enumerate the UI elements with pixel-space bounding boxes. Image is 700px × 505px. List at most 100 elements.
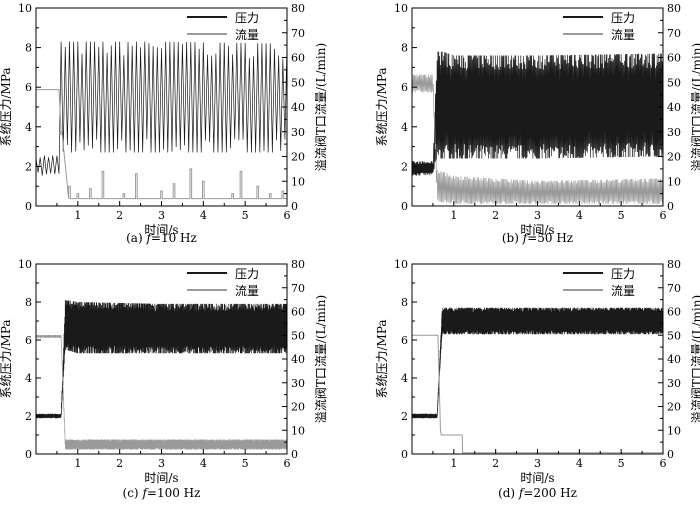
panel-caption: (c) f=100 Hz: [123, 486, 201, 500]
y-right-tick-label: 40: [291, 353, 305, 366]
legend-label-pressure: 压力: [235, 11, 259, 25]
y-right-tick-label: 20: [667, 151, 681, 164]
y-left-tick-label: 4: [401, 372, 408, 385]
y-left-tick-label: 6: [25, 334, 32, 347]
y-right-tick-label: 20: [291, 401, 305, 414]
y-left-tick-label: 8: [25, 42, 32, 55]
series-line-flow: [36, 89, 287, 200]
y-right-tick-label: 60: [667, 52, 681, 65]
y-right-tick-label: 70: [291, 282, 305, 295]
y-left-tick-label: 6: [25, 81, 32, 94]
y-right-tick-label: 40: [291, 101, 305, 114]
series-line-flow: [412, 334, 663, 454]
caption-value: =200 Hz: [523, 486, 577, 500]
series-line-pressure: [36, 41, 287, 176]
y-right-axis-label: 溢流阀T口流量/(L/min): [314, 295, 328, 423]
x-tick-label: 5: [242, 457, 249, 470]
y-right-axis-label: 溢流阀T口流量/(L/min): [690, 295, 700, 423]
x-tick-label: 4: [576, 457, 583, 470]
y-left-tick-label: 2: [25, 160, 32, 173]
y-left-tick-label: 8: [25, 296, 32, 309]
y-left-axis-label: 系统压力/MPa: [0, 319, 13, 398]
y-right-tick-label: 40: [667, 101, 681, 114]
y-left-tick-label: 6: [401, 81, 408, 94]
caption-value: =10 Hz: [151, 231, 197, 245]
y-right-tick-label: 20: [667, 401, 681, 414]
y-right-tick-label: 30: [667, 126, 681, 139]
y-right-tick-label: 20: [291, 151, 305, 164]
x-tick-label: 3: [534, 209, 541, 222]
x-tick-label: 6: [284, 457, 291, 470]
caption-value: =100 Hz: [147, 486, 201, 500]
y-right-tick-label: 70: [667, 27, 681, 40]
chart-panel-d: 1 2 3 4 5 6024681001020304050607080时间/s系统压力/M…: [375, 258, 700, 500]
y-left-tick-label: 4: [401, 121, 408, 134]
y-right-tick-label: 60: [291, 306, 305, 319]
y-right-tick-label: 30: [667, 377, 681, 390]
x-tick-label: 2: [492, 457, 499, 470]
series-line-pressure: [412, 51, 663, 176]
x-tick-label: 6: [660, 457, 667, 470]
y-right-tick-label: 10: [667, 424, 681, 437]
y-right-axis-label: 溢流阀T口流量/(L/min): [690, 43, 700, 171]
y-right-tick-label: 60: [667, 306, 681, 319]
x-tick-label: 5: [618, 457, 625, 470]
y-right-tick-label: 0: [667, 200, 674, 213]
y-left-axis-label: 系统压力/MPa: [0, 67, 13, 146]
caption-prefix: (d): [498, 486, 519, 500]
panel-caption: (d) f=200 Hz: [498, 486, 577, 500]
caption-f: f: [141, 486, 149, 500]
caption-prefix: (b): [502, 231, 523, 245]
x-tick-label: 1: [74, 209, 81, 222]
series-line-pressure: [36, 300, 287, 419]
y-right-tick-label: 0: [667, 448, 674, 461]
y-right-tick-label: 10: [291, 424, 305, 437]
x-tick-label: 4: [200, 457, 207, 470]
y-left-tick-label: 4: [25, 372, 32, 385]
y-right-tick-label: 80: [667, 258, 681, 271]
caption-prefix: (c): [123, 486, 143, 500]
x-tick-label: 4: [576, 209, 583, 222]
y-left-tick-label: 10: [394, 2, 408, 15]
y-right-tick-label: 80: [291, 258, 305, 271]
y-right-tick-label: 0: [291, 200, 298, 213]
legend-label-flow: 流量: [611, 284, 635, 298]
x-tick-label: 3: [158, 209, 165, 222]
y-right-axis-label: 溢流阀T口流量/(L/min): [314, 43, 328, 171]
legend-label-flow: 流量: [235, 28, 259, 42]
series-line-pressure: [412, 307, 663, 419]
y-left-tick-label: 2: [401, 410, 408, 423]
y-right-tick-label: 30: [291, 126, 305, 139]
y-left-axis-label: 系统压力/MPa: [375, 67, 389, 146]
legend-label-pressure: 压力: [611, 11, 635, 25]
chart-panel-a: 1 2 3 4 5 6024681001020304050607080时间/s系统压力/M…: [0, 2, 328, 245]
y-right-tick-label: 10: [291, 175, 305, 188]
caption-prefix: (a): [126, 231, 146, 245]
x-tick-label: 1: [450, 457, 457, 470]
y-left-tick-label: 0: [401, 200, 408, 213]
series-line-flow: [412, 74, 663, 204]
y-left-tick-label: 2: [25, 410, 32, 423]
x-tick-label: 4: [200, 209, 207, 222]
y-left-tick-label: 4: [25, 121, 32, 134]
caption-f: f: [145, 231, 153, 245]
y-left-tick-label: 10: [394, 258, 408, 271]
y-left-tick-label: 6: [401, 334, 408, 347]
panel-caption: (b) f=50 Hz: [502, 231, 573, 245]
x-tick-label: 3: [158, 457, 165, 470]
caption-value: =50 Hz: [527, 231, 573, 245]
y-right-tick-label: 10: [667, 175, 681, 188]
y-right-tick-label: 70: [291, 27, 305, 40]
x-tick-label: 6: [284, 209, 291, 222]
x-tick-label: 2: [116, 457, 123, 470]
y-right-tick-label: 0: [291, 448, 298, 461]
caption-f: f: [522, 231, 530, 245]
x-tick-label: 6: [660, 209, 667, 222]
x-tick-label: 5: [618, 209, 625, 222]
series-line-flow: [36, 334, 287, 450]
x-tick-label: 5: [242, 209, 249, 222]
x-axis-label: 时间/s: [520, 471, 554, 485]
x-tick-label: 3: [534, 457, 541, 470]
y-right-tick-label: 50: [667, 329, 681, 342]
